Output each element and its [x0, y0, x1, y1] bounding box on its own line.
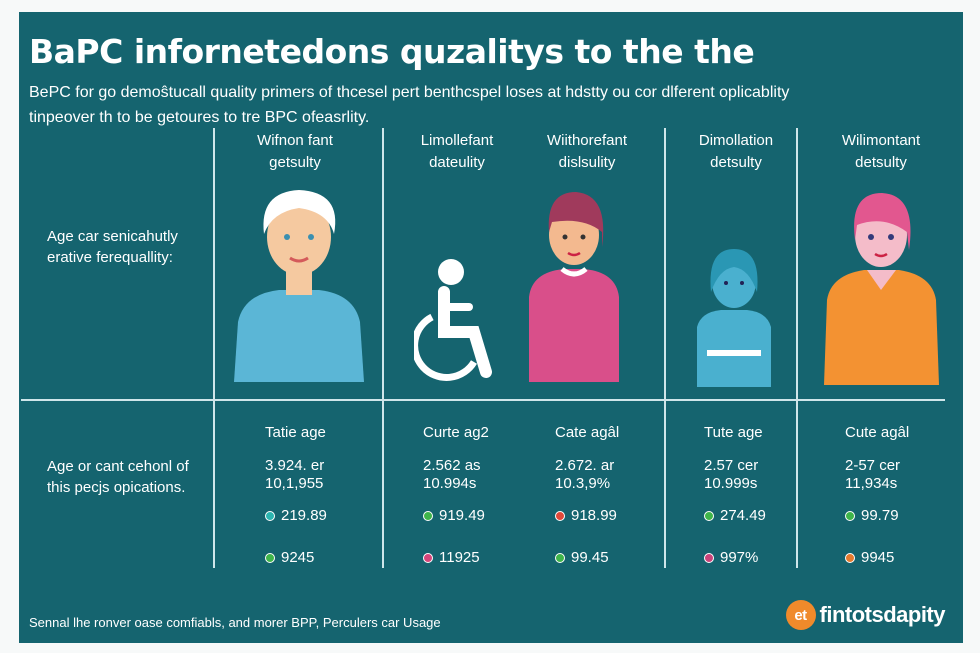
stat-line: 10.994s: [423, 475, 477, 492]
divider: [213, 128, 215, 568]
elderly-person-icon: [234, 190, 364, 382]
stat-line: 2-57 cer: [845, 457, 901, 474]
divider: [21, 399, 945, 401]
status-dot: [265, 553, 275, 563]
status-dot: [704, 553, 714, 563]
status-dot: [423, 553, 433, 563]
stat-line: 2.57 cer: [704, 457, 759, 474]
column-header: Dimollation detsulty: [698, 132, 774, 171]
logo-text: fintotsdapity: [819, 602, 946, 627]
stat-line: 11,934s: [845, 475, 898, 492]
stat-line: 10.3,9%: [555, 475, 611, 492]
child-icon: [697, 249, 771, 387]
status-dot: [845, 511, 855, 521]
stat-column: Tatie age 3.924. er 10,1,955 219.89 9245: [265, 424, 327, 566]
stat-line: 2.562 as: [423, 457, 481, 474]
intro-line: tinpeover th to be getoures to tre BPC o…: [29, 109, 370, 126]
column-header: Wifnon fant getsulty: [257, 132, 333, 171]
person-icon: [824, 193, 939, 385]
status-dot: [555, 553, 565, 563]
infographic-card: BaPC infornetedons quzalitys to the the …: [19, 12, 963, 643]
divider: [796, 128, 798, 568]
status-dot: [845, 553, 855, 563]
stat-heading: Curte ag2: [423, 424, 489, 441]
stat-column: Curte ag2 2.562 as 10.994s 919.49 11925: [423, 424, 489, 566]
status-dot: [265, 511, 275, 521]
person-icon: [529, 192, 619, 382]
stat-heading: Tute age: [704, 424, 763, 441]
status-dot: [555, 511, 565, 521]
brand-logo: et fintotsdapity: [785, 600, 946, 630]
footer-note: Sennal lhe ronver oase comfiabls, and mo…: [29, 615, 441, 630]
status-dot: [704, 511, 714, 521]
divider: [382, 128, 384, 568]
status-dot: [423, 511, 433, 521]
wheelchair-icon: [414, 259, 492, 381]
stat-heading: Cute agâl: [845, 424, 910, 441]
stat-column: Cate agâl 2.672. ar 10.3,9% 918.99 99.45: [555, 424, 620, 566]
stat-heading: Tatie age: [265, 424, 326, 441]
logo-badge-icon: et: [785, 600, 816, 630]
row-label-stats: Age or cant cehonl of this pecjs opicatio…: [47, 458, 189, 496]
stat-line: 2.672. ar: [555, 457, 615, 474]
column-header: Limollefant dateulity: [420, 132, 494, 171]
column-header: Wilimontant detsulty: [841, 132, 921, 171]
stat-line: 10,1,955: [265, 475, 324, 492]
intro-text: BePC for go demoŝtucall quality primers …: [29, 80, 909, 130]
column-header: Wiithorefant dislsulity: [546, 132, 628, 171]
row-label-figures: Age car senicahutly erative ferequallity:: [47, 228, 178, 266]
stat-line: 10.999s: [704, 475, 758, 492]
divider: [664, 128, 666, 568]
stat-heading: Cate agâl: [555, 424, 620, 441]
stat-line: 3.924. er: [265, 457, 325, 474]
stat-column: Tute age 2.57 cer 10.999s 274.49 997%: [704, 424, 766, 566]
page-title: BaPC infornetedons quzalitys to the the: [29, 32, 755, 71]
stat-column: Cute agâl 2-57 cer 11,934s 99.79 9945: [845, 424, 910, 566]
intro-line: BePC for go demoŝtucall quality primers …: [29, 84, 790, 101]
